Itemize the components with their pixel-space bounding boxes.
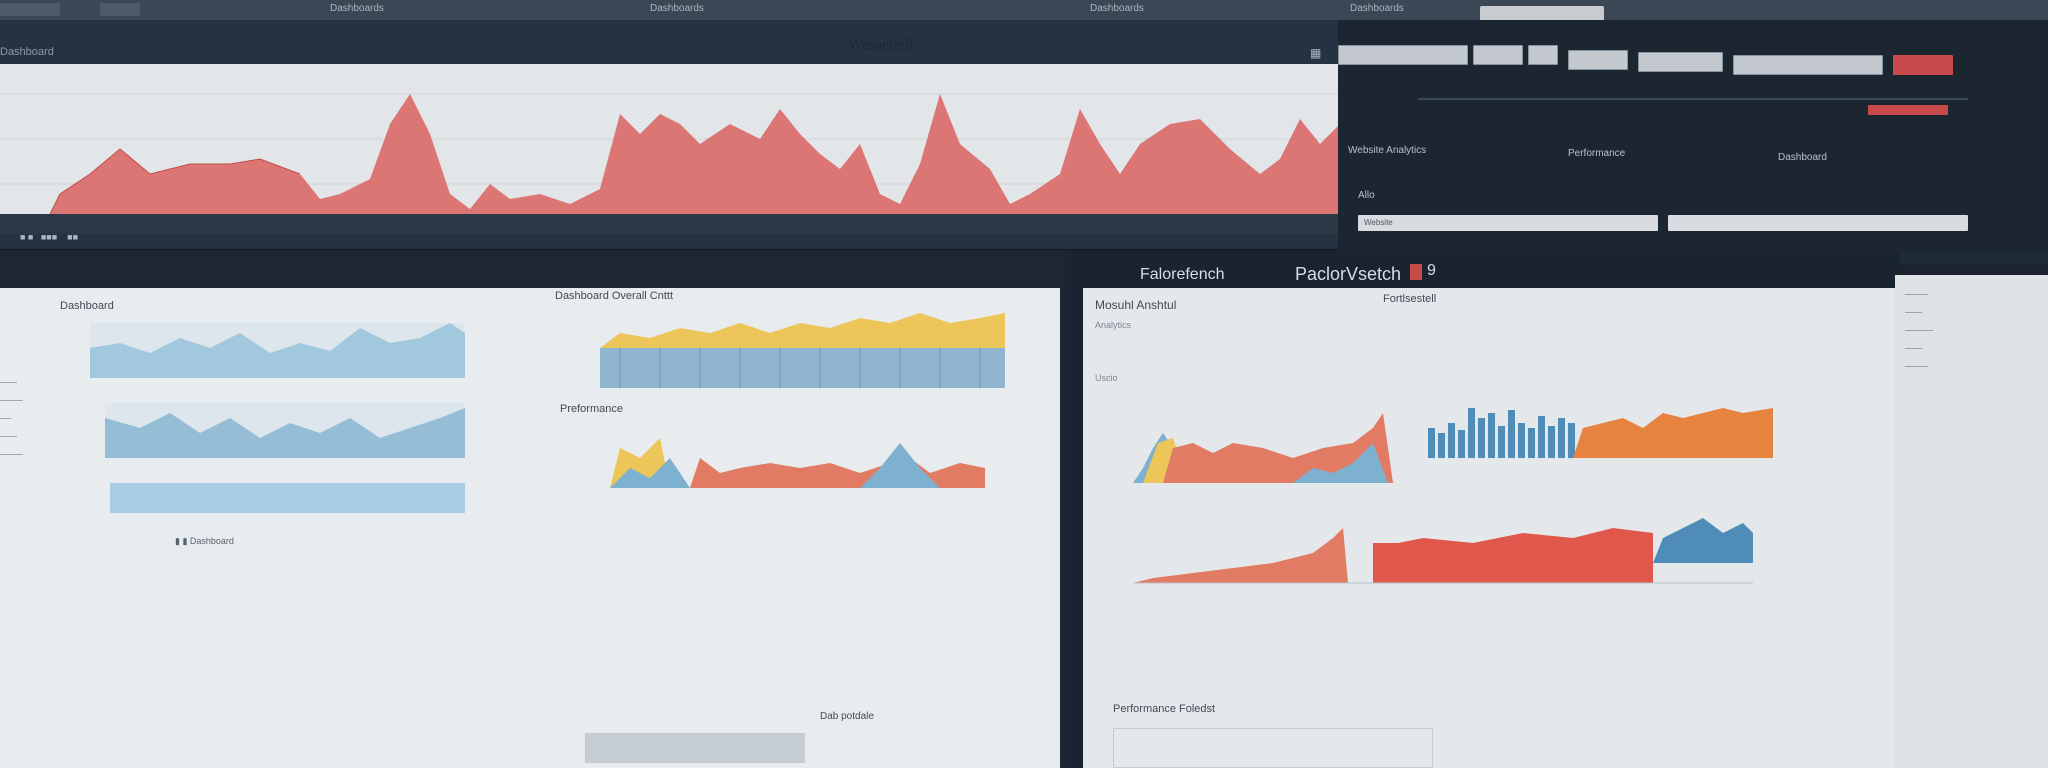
browser-tab-label: Dashboards <box>1350 3 1404 14</box>
filter-button[interactable] <box>1473 45 1523 65</box>
browser-toolbar: Dashboards Dashboards Dashboards Dashboa… <box>0 0 2048 22</box>
metric-row: Performance <box>1568 148 1626 159</box>
bottom-panel <box>585 733 805 763</box>
filter-button[interactable] <box>1638 52 1723 72</box>
red-area-series <box>690 458 985 488</box>
date-field[interactable] <box>1733 55 1883 75</box>
browser-tab-label: Dashboards <box>1090 3 1144 14</box>
right-top-panel: Website Analytics Performance Dashboard … <box>1338 20 2048 250</box>
blue-area-series <box>90 323 465 378</box>
red-area-series <box>1373 528 1653 583</box>
alert-badge <box>1868 105 1948 115</box>
header-count: 9 <box>1427 262 1436 279</box>
metric-label: Allo <box>1358 190 1375 201</box>
panel-title: Dashboard <box>60 300 114 312</box>
divider <box>1418 98 1968 100</box>
top-monitor: Dashboard Wesaehell ▦ ■ ■ ■■■ ■■ <box>0 20 1345 252</box>
list-item[interactable]: ──── <box>1905 290 1928 299</box>
browser-tab-label: Dashboards <box>330 3 384 14</box>
header-left: Falorefench <box>1140 266 1225 283</box>
panel-title: Mosuhl Anshtul <box>1095 298 1177 312</box>
blue-area-series <box>610 458 690 488</box>
filter-button[interactable] <box>1338 45 1468 65</box>
left-area-charts <box>90 323 465 513</box>
right-monitor: Falorefench PaclorVsetch 9 Mosuhl Anshtu… <box>1065 250 1900 768</box>
blue-area-series <box>105 408 465 458</box>
stat-row: ■ ■ ■■■ ■■ <box>20 232 79 242</box>
browser-tab[interactable] <box>0 3 60 16</box>
nav-item[interactable]: ──── <box>0 450 23 459</box>
left-screen: Dashboard ─── ──── ── ─── ──── ▮ ▮ Dashb… <box>0 288 1060 768</box>
side-screen: ──── ─── ───── ─── ──── <box>1895 275 2048 768</box>
nav-item[interactable]: ─── <box>0 432 18 441</box>
mixed-area-chart <box>610 438 985 488</box>
panel-label: Uscio <box>1095 373 1118 383</box>
traffic-chart-area <box>0 64 1340 234</box>
metric-row: Dashboard <box>1778 152 1827 163</box>
header-right: PaclorVsetch <box>1295 264 1402 284</box>
list-item[interactable]: ──── <box>1905 362 1928 371</box>
list-item[interactable]: ───── <box>1905 326 1934 335</box>
orange-area-series <box>1573 408 1773 458</box>
window-title: Wesaehell <box>848 36 914 53</box>
nav-item[interactable]: ── <box>0 414 12 423</box>
filter-button[interactable] <box>1528 45 1558 65</box>
panel-title: Dab potdale <box>820 711 874 722</box>
legend: ▮ ▮ Dashboard <box>175 536 234 546</box>
panel-title: Fortlsestell <box>1383 293 1437 305</box>
list-item[interactable]: ─── <box>1905 344 1923 353</box>
yellow-area-series <box>600 313 1005 348</box>
blue-area-series <box>860 443 940 488</box>
traffic-area-chart <box>0 93 1340 234</box>
side-list: ──── ─── ───── ─── ──── <box>1905 290 2045 380</box>
panel-title: Preformance <box>560 403 623 415</box>
breadcrumb: Dashboard <box>0 46 54 58</box>
right-screen: Mosuhl Anshtul Analytics Fortlsestell Us… <box>1083 288 1900 768</box>
legend-label: Dashboard <box>189 536 234 546</box>
panel-title: Performance Foledst <box>1113 703 1216 715</box>
traffic-area-series <box>50 94 1340 214</box>
browser-tab[interactable] <box>100 3 140 16</box>
browser-tab-label: Dashboards <box>650 3 704 14</box>
side-monitor: ──── ─── ───── ─── ──── <box>1895 265 2048 768</box>
bottom-panel <box>1113 728 1433 768</box>
filter-button[interactable] <box>1568 50 1628 70</box>
menu-icon[interactable]: ▦ <box>1310 46 1322 60</box>
stacked-chart <box>600 313 1005 388</box>
nav-item[interactable]: ─── <box>0 378 18 387</box>
list-item[interactable]: ─── <box>1905 308 1923 317</box>
left-monitor: Dashboard ─── ──── ── ─── ──── ▮ ▮ Dashb… <box>0 250 1065 768</box>
orange-area-series <box>1133 528 1348 583</box>
nav-item[interactable]: ──── <box>0 396 23 405</box>
blue-area-series <box>1653 518 1753 563</box>
side-nav: ─── ──── ── ─── ──── <box>0 378 60 468</box>
metric-row: Website Analytics <box>1348 145 1427 156</box>
secondary-input[interactable] <box>1668 215 1968 231</box>
panel-subtitle: Analytics <box>1095 320 1132 330</box>
browser-search-field[interactable] <box>1480 6 1604 22</box>
red-status-icon <box>1410 264 1422 280</box>
website-input[interactable]: Website <box>1358 215 1658 231</box>
bar-chart <box>1428 408 1575 458</box>
right-charts <box>1133 408 1773 584</box>
apply-button[interactable] <box>1893 55 1953 75</box>
panel-title: Dashboard Overall Cnttt <box>555 290 673 302</box>
